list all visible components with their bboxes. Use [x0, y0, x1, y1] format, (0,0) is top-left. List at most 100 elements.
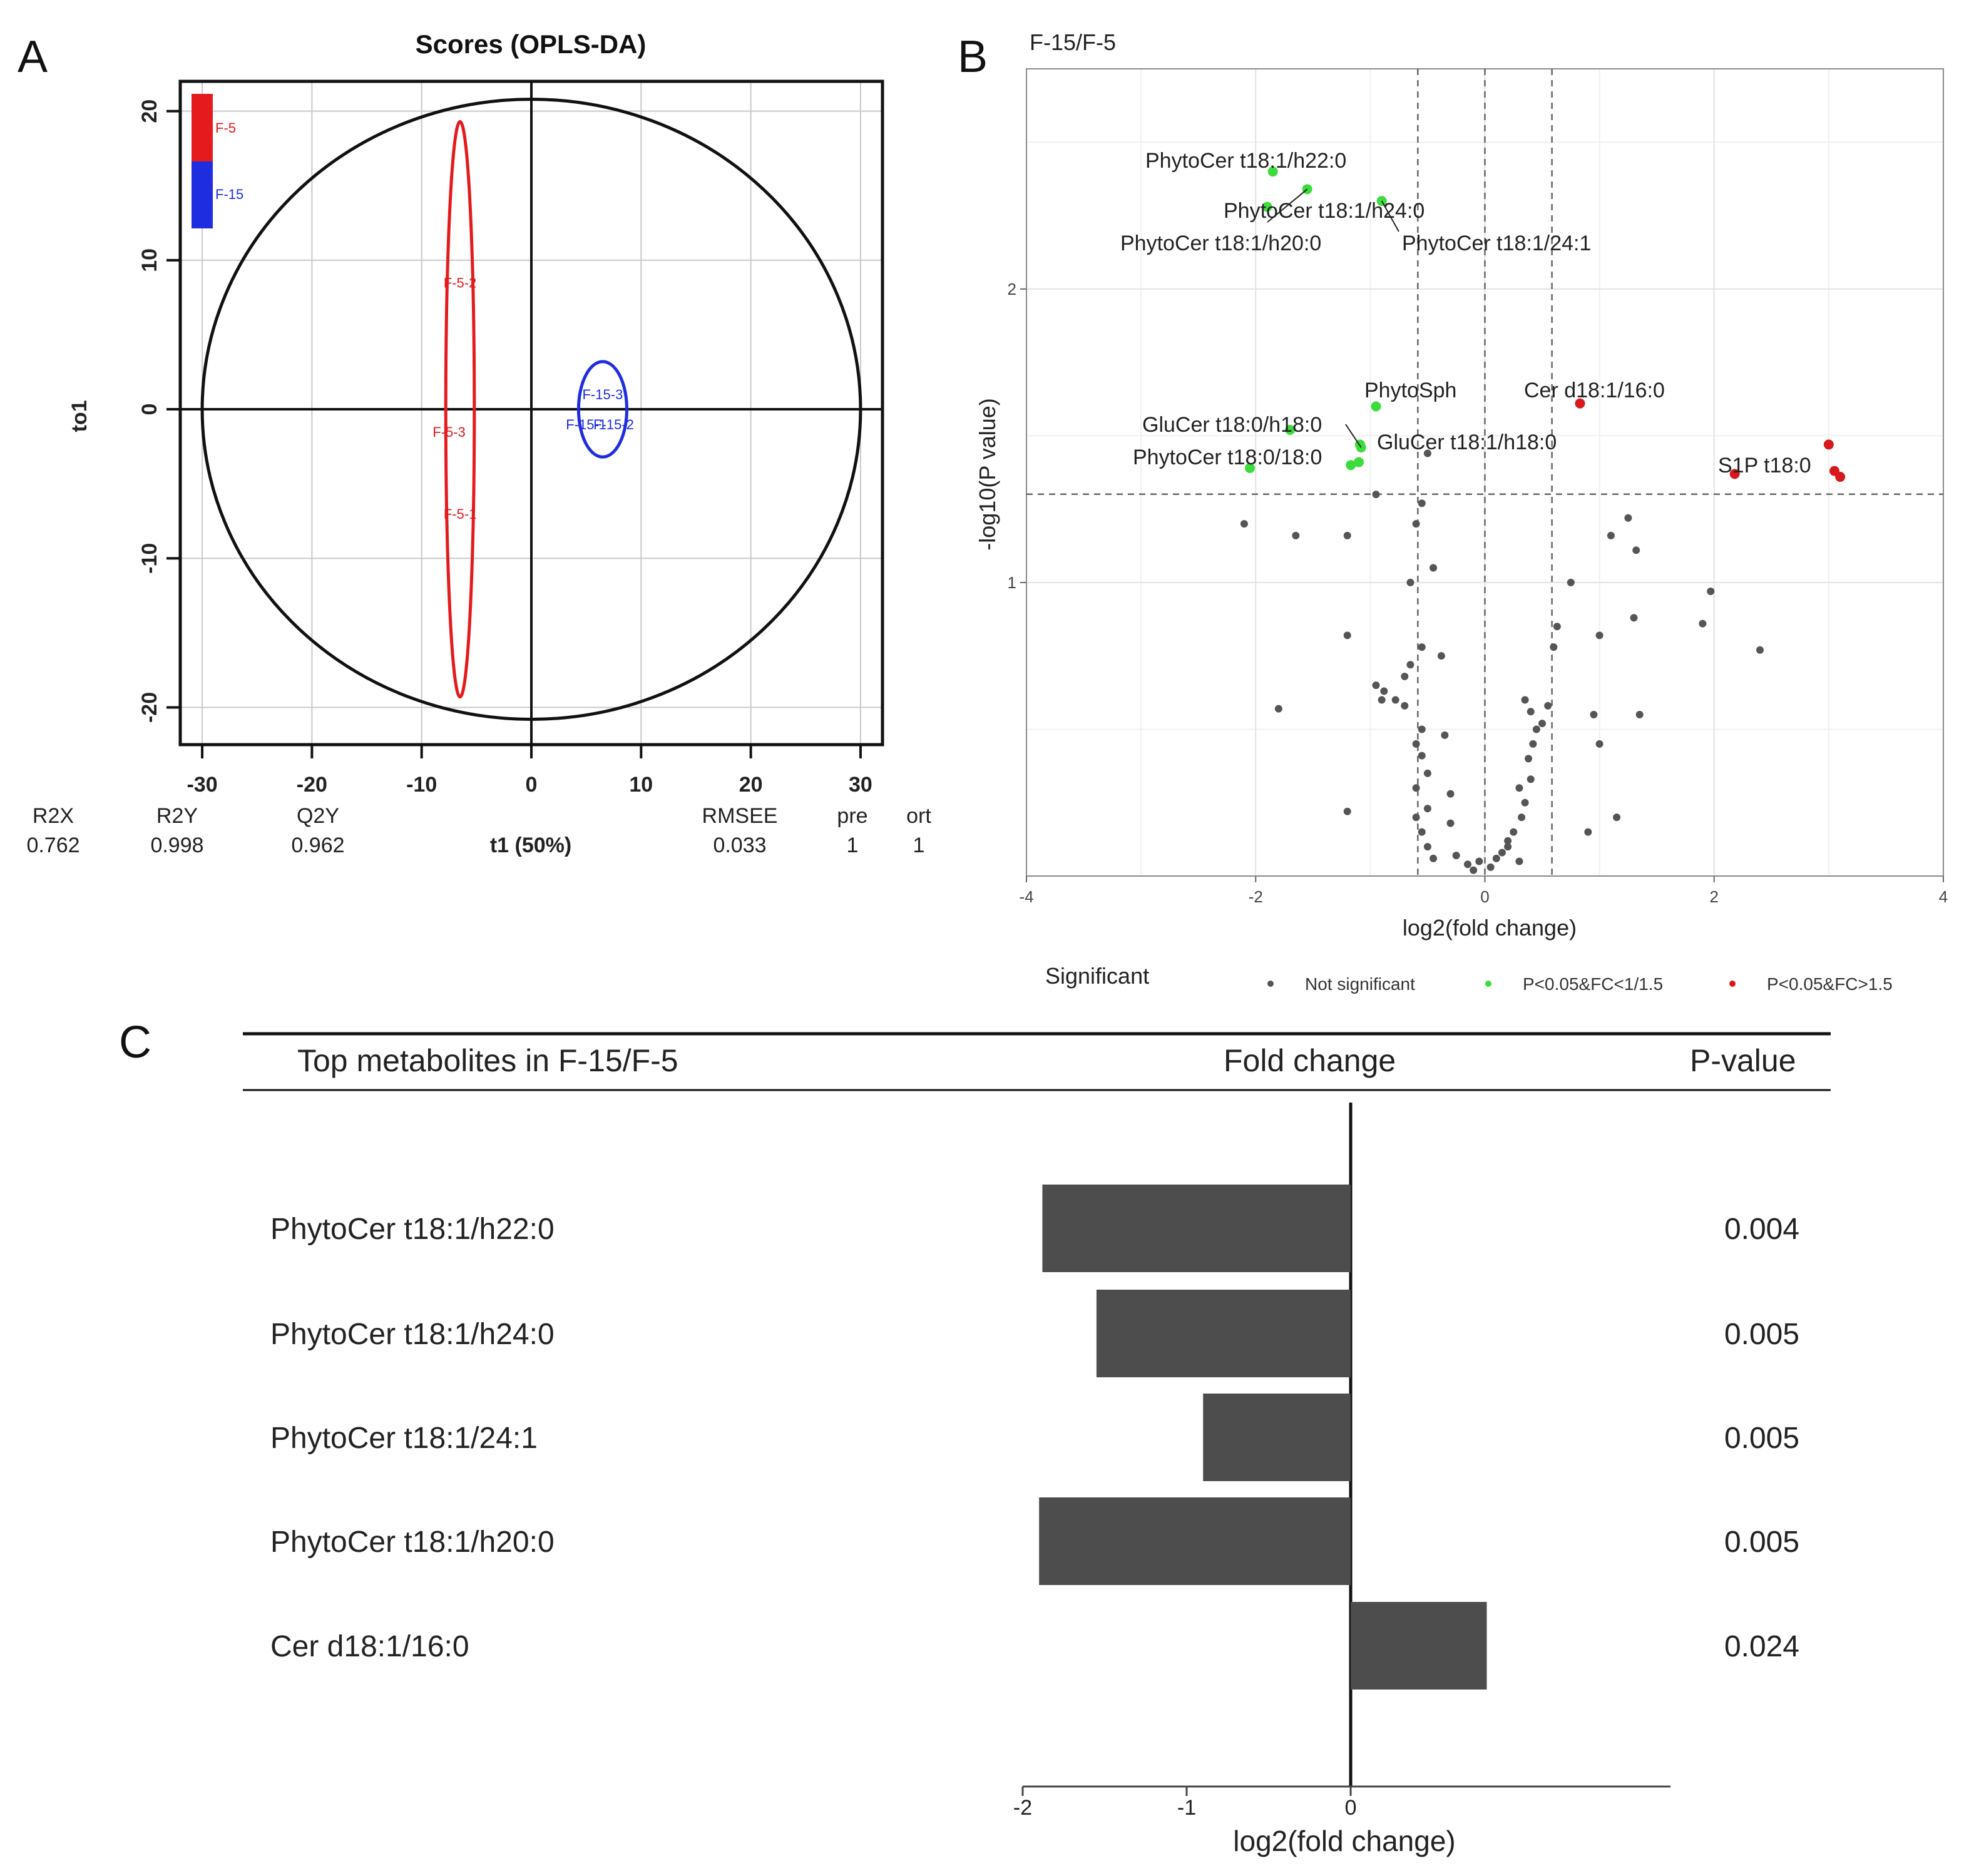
annotation-leader	[1381, 200, 1399, 232]
point-annotation: S1P t18:0	[1718, 454, 1811, 477]
header-p-value: P-value	[1690, 1043, 1796, 1078]
header-metabolite: Top metabolites in F-15/F-5	[297, 1043, 678, 1078]
chart-title: F-15/F-5	[1030, 29, 1116, 55]
chart-title: Scores (OPLS-DA)	[416, 29, 647, 59]
volcano-point-down	[1262, 201, 1272, 212]
volcano-point-ns	[1630, 614, 1638, 622]
p-value: 0.005	[1724, 1422, 1799, 1455]
volcano-point-ns	[1595, 740, 1603, 748]
f5-ellipse	[444, 120, 476, 699]
stat-value: 1	[913, 833, 925, 857]
metabolite-name: PhytoCer t18:1/24:1	[270, 1422, 538, 1455]
x-tick-label: -2	[1013, 1796, 1032, 1820]
annotation-leader	[1267, 188, 1308, 223]
volcano-point-ns	[1699, 619, 1707, 628]
volcano-point-down	[1371, 401, 1381, 412]
volcano-point-ns	[1437, 652, 1445, 660]
volcano-point-ns	[1446, 790, 1455, 798]
x-tick-label: -10	[406, 773, 437, 797]
legend: Significant Not significant P<0.05&FC<1/1…	[1045, 963, 1893, 994]
volcano-point-ns	[1343, 631, 1351, 640]
stat-name: Q2Y	[297, 804, 339, 828]
stat-value: 1	[847, 833, 859, 857]
point-annotation: PhytoCer t18:1/24:1	[1402, 232, 1591, 255]
stat-name: pre	[837, 804, 867, 828]
volcano-point-ns	[1521, 798, 1529, 807]
point-annotation: PhytoCer t18:1/h24:0	[1224, 199, 1424, 223]
x-tick-label: 0	[526, 773, 538, 797]
sample-point-label: F-15-2	[593, 417, 634, 432]
volcano-point-ns	[1380, 687, 1388, 695]
volcano-point-ns	[1446, 819, 1455, 827]
volcano-point-ns	[1544, 701, 1552, 710]
volcano-point-ns	[1292, 531, 1300, 539]
stat-value: 0.033	[713, 833, 766, 857]
volcano-point-ns	[1423, 449, 1431, 457]
x-tick-label: 0	[1345, 1796, 1357, 1820]
x-axis-label: log2(fold change)	[1233, 1825, 1455, 1857]
point-annotation: PhytoCer t18:1/h22:0	[1145, 149, 1346, 173]
legend-dot-up	[1729, 981, 1736, 987]
volcano-point-ns	[1464, 860, 1472, 869]
volcano-point-ns	[1521, 696, 1529, 704]
stat-value: 0.998	[150, 833, 203, 857]
p-value: 0.005	[1724, 1318, 1799, 1351]
sample-point-label: F-15-3	[583, 387, 623, 402]
volcano-point-ns	[1418, 828, 1426, 836]
legend-label-ns: Not significant	[1305, 974, 1415, 994]
volcano-point-ns	[1378, 696, 1386, 704]
volcano-point-ns	[1343, 531, 1351, 539]
sample-point-label: F-5-3	[432, 424, 466, 440]
point-annotation: Cer d18:1/16:0	[1524, 379, 1665, 402]
metabolite-name: Cer d18:1/16:0	[270, 1630, 469, 1663]
volcano-point-ns	[1632, 546, 1640, 554]
volcano-point-up	[1835, 472, 1846, 482]
stat-value: 0.762	[26, 833, 79, 857]
volcano-point-ns	[1441, 731, 1449, 739]
volcano-point-ns	[1423, 769, 1431, 777]
x-tick-label: 4	[1939, 887, 1948, 906]
volcano-point-ns	[1595, 631, 1603, 640]
volcano-point-ns	[1423, 805, 1431, 813]
metabolite-name: PhytoCer t18:1/h22:0	[270, 1213, 555, 1246]
volcano-point-ns	[1527, 775, 1535, 783]
volcano-plot-panel: F-15/F-5 -4 -2 0 2 4 1 2 PhytoCer t18:1/h22:0 Ph…	[974, 29, 1948, 994]
volcano-point-ns	[1429, 854, 1438, 862]
y-axis-label: -log10(P value)	[974, 398, 1000, 550]
volcano-point-ns	[1504, 837, 1512, 845]
stat-name: R2X	[33, 804, 74, 828]
volcano-point-ns	[1518, 813, 1526, 822]
x-tick-label: 10	[629, 773, 653, 797]
volcano-point-ns	[1418, 725, 1426, 733]
point-annotation: PhytoSph	[1364, 379, 1456, 402]
volcano-point-ns	[1532, 725, 1540, 733]
legend-label-up: P<0.05&FC>1.5	[1767, 974, 1893, 994]
y-axis-label: to1	[68, 400, 91, 432]
volcano-point-up	[1729, 469, 1740, 479]
bar	[1351, 1602, 1487, 1690]
legend-label-f5: F-5	[215, 120, 236, 136]
hotelling-t2-ellipse	[200, 98, 862, 721]
point-annotation: GluCer t18:0/h18:0	[1142, 413, 1322, 437]
x-tick-label: 0	[1480, 887, 1489, 906]
legend-label-f15: F-15	[215, 186, 243, 202]
x-tick-label: -20	[297, 773, 327, 797]
volcano-point-ns	[1372, 491, 1380, 499]
volcano-point-ns	[1492, 854, 1500, 862]
bar	[1042, 1185, 1351, 1272]
x-tick-label: 30	[849, 773, 872, 797]
stat-name: RMSEE	[702, 804, 778, 828]
volcano-point-ns	[1452, 852, 1460, 860]
point-annotation: PhytoCer t18:0/18:0	[1133, 446, 1322, 469]
sample-point-label: F-5-1	[444, 506, 477, 522]
volcano-point-ns	[1343, 807, 1351, 815]
volcano-point-ns	[1624, 514, 1632, 522]
x-tick-label: -30	[187, 773, 217, 797]
volcano-point-ns	[1756, 646, 1764, 654]
volcano-point-ns	[1590, 711, 1598, 718]
volcano-point-ns	[1429, 564, 1438, 572]
x-axis-label: log2(fold change)	[1403, 915, 1577, 941]
volcano-point-down	[1346, 460, 1356, 471]
volcano-point-ns	[1412, 740, 1420, 748]
volcano-point-down	[1285, 424, 1296, 435]
